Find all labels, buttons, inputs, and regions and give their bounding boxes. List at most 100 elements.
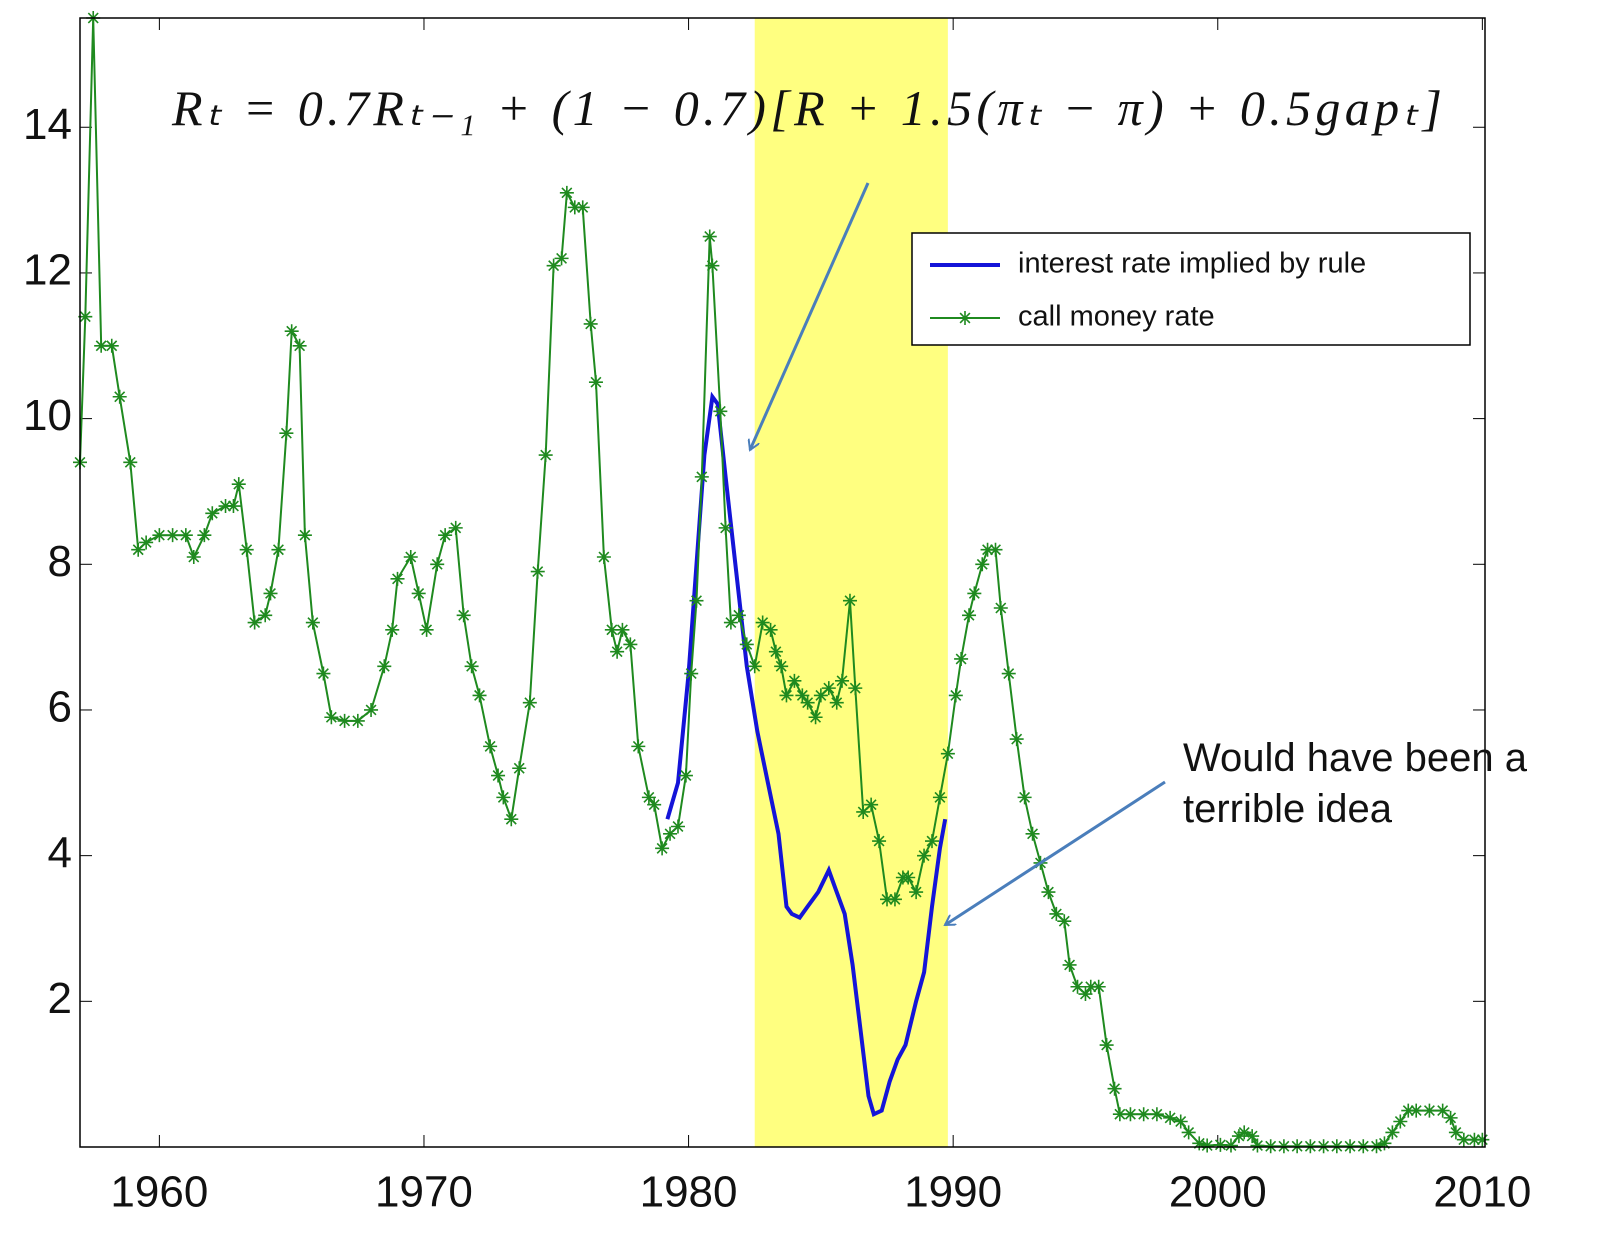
point bbox=[197, 528, 212, 543]
point bbox=[1192, 1136, 1207, 1151]
point bbox=[430, 557, 445, 572]
point bbox=[1231, 1129, 1246, 1144]
point bbox=[641, 790, 656, 805]
point bbox=[940, 746, 955, 761]
point bbox=[713, 404, 728, 419]
point bbox=[924, 834, 939, 849]
point bbox=[575, 200, 590, 215]
plot-frame bbox=[79, 17, 1486, 1148]
point bbox=[623, 637, 638, 652]
point bbox=[292, 338, 307, 353]
y-tick-label: 2 bbox=[48, 974, 72, 1023]
point bbox=[411, 586, 426, 601]
point bbox=[496, 790, 511, 805]
point bbox=[1057, 914, 1072, 929]
point bbox=[800, 695, 815, 710]
annotation: terrible idea bbox=[1183, 787, 1393, 831]
point bbox=[1173, 1114, 1188, 1129]
point bbox=[239, 542, 254, 557]
point bbox=[1401, 1103, 1416, 1118]
point bbox=[1385, 1125, 1400, 1140]
point bbox=[1136, 1107, 1151, 1122]
point bbox=[1078, 987, 1093, 1002]
point bbox=[723, 615, 738, 630]
point bbox=[1448, 1125, 1463, 1140]
point bbox=[491, 768, 506, 783]
point bbox=[554, 251, 569, 266]
point bbox=[835, 673, 850, 688]
arrow bbox=[945, 780, 1166, 927]
formula: Rₜ = 0.7Rₜ₋₁ + (1 − 0.7)[R + 1.5(πₜ − π)… bbox=[171, 80, 1442, 136]
point bbox=[1025, 826, 1040, 841]
point bbox=[848, 681, 863, 696]
point bbox=[231, 477, 246, 492]
point bbox=[948, 688, 963, 703]
point bbox=[1099, 1038, 1114, 1053]
point bbox=[813, 688, 828, 703]
point bbox=[205, 506, 220, 521]
point bbox=[226, 499, 241, 514]
point bbox=[337, 713, 352, 728]
point bbox=[1017, 790, 1032, 805]
point bbox=[483, 739, 498, 754]
point bbox=[975, 557, 990, 572]
point bbox=[448, 520, 463, 535]
point bbox=[887, 892, 902, 907]
ticks: 2 4 6 8 10 12 14 1960 1970 1980 1990 2000 2010 bbox=[23, 18, 1531, 1217]
point bbox=[932, 790, 947, 805]
point bbox=[795, 688, 810, 703]
point bbox=[1435, 1103, 1450, 1118]
point bbox=[1250, 1138, 1265, 1153]
point bbox=[364, 702, 379, 717]
x-tick-label: 1990 bbox=[904, 1168, 1002, 1217]
point bbox=[512, 761, 527, 776]
point bbox=[747, 659, 762, 674]
point bbox=[390, 571, 405, 586]
point bbox=[456, 608, 471, 623]
point bbox=[104, 338, 119, 353]
arrow bbox=[750, 182, 870, 450]
point bbox=[538, 448, 553, 463]
point bbox=[263, 586, 278, 601]
point bbox=[1107, 1081, 1122, 1096]
point bbox=[1456, 1132, 1471, 1147]
point bbox=[829, 695, 844, 710]
point bbox=[78, 309, 93, 324]
point bbox=[755, 615, 770, 630]
point bbox=[131, 542, 146, 557]
point bbox=[856, 804, 871, 819]
point bbox=[1112, 1107, 1127, 1122]
y-tick-label: 6 bbox=[48, 683, 72, 732]
point bbox=[559, 185, 574, 200]
point bbox=[631, 739, 646, 754]
legend-box bbox=[911, 232, 1471, 346]
point bbox=[663, 826, 678, 841]
point bbox=[546, 258, 561, 273]
point bbox=[954, 651, 969, 666]
point bbox=[702, 229, 717, 244]
x-tick-label: 2000 bbox=[1169, 1168, 1267, 1217]
annotation: Would have been a bbox=[1183, 736, 1528, 780]
point bbox=[1475, 1132, 1490, 1147]
point bbox=[1083, 979, 1098, 994]
point bbox=[1149, 1107, 1164, 1122]
y-tick-label: 10 bbox=[23, 391, 72, 440]
point bbox=[1001, 666, 1016, 681]
series-line bbox=[665, 391, 948, 1117]
point bbox=[739, 637, 754, 652]
point bbox=[403, 550, 418, 565]
point bbox=[1049, 906, 1064, 921]
point bbox=[596, 550, 611, 565]
point bbox=[123, 455, 138, 470]
point bbox=[774, 659, 789, 674]
y-tick-label: 14 bbox=[23, 100, 72, 149]
point bbox=[670, 819, 685, 834]
point bbox=[808, 710, 823, 725]
point bbox=[705, 258, 720, 273]
point bbox=[504, 812, 519, 827]
point bbox=[419, 622, 434, 637]
point bbox=[588, 375, 603, 390]
point bbox=[316, 666, 331, 681]
point bbox=[178, 528, 193, 543]
